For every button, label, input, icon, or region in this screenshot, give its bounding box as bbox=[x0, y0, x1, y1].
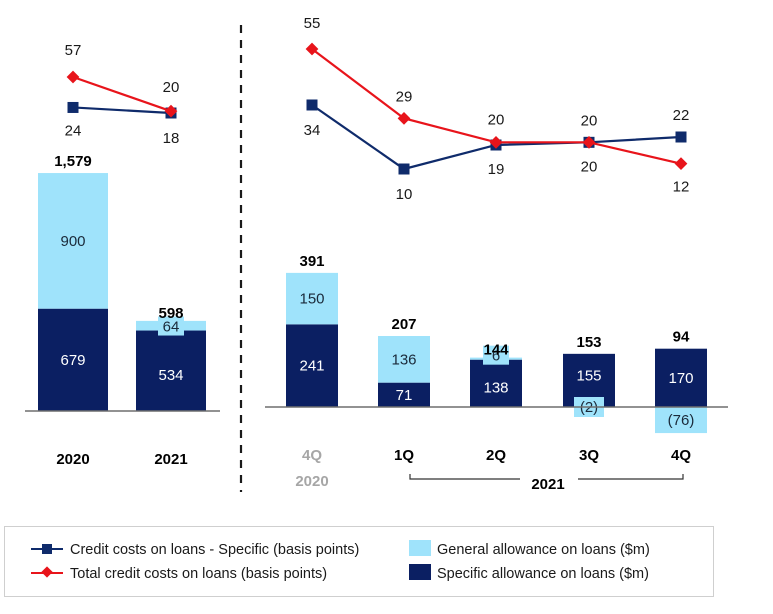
total-allowance-label: 144 bbox=[483, 342, 509, 359]
legend-item-general-allowance: General allowance on loans ($m) bbox=[409, 540, 650, 558]
category-label: 4Q bbox=[302, 447, 322, 464]
specific-credit-cost-label: 24 bbox=[65, 122, 82, 139]
light-blue-swatch-icon bbox=[409, 540, 431, 556]
legend: Credit costs on loans - Specific (basis … bbox=[4, 526, 714, 597]
category-label: 4Q bbox=[671, 447, 691, 464]
general-allowance-label: 64 bbox=[163, 319, 180, 336]
diamond-marker bbox=[674, 157, 688, 171]
total-allowance-label: 598 bbox=[158, 305, 183, 322]
general-label-box bbox=[483, 345, 509, 365]
legend-item-specific-credit-costs: Credit costs on loans - Specific (basis … bbox=[31, 542, 359, 558]
general-allowance-label: 136 bbox=[391, 351, 416, 368]
group-label-2021: 2021 bbox=[531, 476, 564, 493]
dark-blue-swatch-icon bbox=[409, 564, 431, 580]
diamond-marker bbox=[489, 135, 503, 149]
specific-allowance-label: 170 bbox=[668, 370, 693, 387]
total-credit-cost-label: 20 bbox=[488, 111, 505, 128]
total-allowance-label: 1,579 bbox=[54, 153, 92, 170]
category-label: 2021 bbox=[154, 451, 187, 468]
bar-general-allowance bbox=[286, 272, 338, 325]
category-label: 3Q bbox=[579, 447, 599, 464]
specific-credit-cost-label: 18 bbox=[163, 130, 180, 147]
total-credit-cost-label: 57 bbox=[65, 42, 82, 59]
specific-credit-cost-label: 20 bbox=[581, 158, 598, 175]
specific-allowance-label: 679 bbox=[60, 352, 85, 369]
bar-general-allowance-negative bbox=[655, 407, 707, 434]
legend-label-specific-allowance: Specific allowance on loans ($m) bbox=[437, 566, 649, 582]
bar-specific-allowance bbox=[38, 308, 108, 411]
total-credit-cost-label: 55 bbox=[304, 15, 321, 32]
bar-specific-allowance bbox=[470, 359, 522, 407]
diamond-marker bbox=[164, 104, 178, 118]
square-marker bbox=[675, 131, 687, 143]
category-label: 1Q bbox=[394, 447, 414, 464]
bracket-right bbox=[578, 474, 684, 480]
square-marker-icon bbox=[42, 544, 52, 554]
total-credit-cost-label: 20 bbox=[581, 112, 598, 129]
general-allowance-label: 150 bbox=[299, 291, 324, 308]
general-allowance-label: (76) bbox=[668, 412, 695, 429]
category-year-label: 2020 bbox=[295, 473, 328, 490]
legend-label-total-credit-costs: Total credit costs on loans (basis point… bbox=[70, 566, 327, 582]
total-allowance-label: 391 bbox=[299, 253, 324, 270]
square-marker bbox=[306, 99, 318, 111]
line-specific-credit-costs bbox=[72, 106, 172, 115]
line-total-credit-costs bbox=[72, 75, 172, 113]
bar-specific-allowance bbox=[655, 348, 707, 407]
general-allowance-label: 900 bbox=[60, 233, 85, 250]
legend-label-general-allowance: General allowance on loans ($m) bbox=[437, 542, 650, 558]
specific-allowance-label: 138 bbox=[483, 379, 508, 396]
quarterly-panel: 1502413914Q2020136712071Q61381442Q(2)155… bbox=[265, 15, 728, 490]
specific-credit-cost-label: 22 bbox=[673, 107, 690, 124]
bar-general-allowance bbox=[378, 335, 430, 383]
diamond-marker-icon bbox=[41, 566, 53, 578]
total-credit-cost-label: 29 bbox=[396, 88, 413, 105]
bar-specific-allowance bbox=[378, 382, 430, 407]
square-marker bbox=[398, 163, 410, 175]
specific-credit-cost-label: 34 bbox=[304, 122, 321, 139]
total-credit-cost-label: 20 bbox=[163, 79, 180, 96]
total-allowance-label: 94 bbox=[673, 329, 690, 346]
total-allowance-label: 153 bbox=[576, 334, 601, 351]
legend-item-specific-allowance: Specific allowance on loans ($m) bbox=[409, 564, 649, 582]
bracket-left bbox=[409, 474, 520, 480]
legend-box bbox=[4, 526, 714, 597]
diamond-marker bbox=[66, 70, 80, 84]
bar-specific-allowance bbox=[286, 324, 338, 407]
specific-allowance-label: 241 bbox=[299, 358, 324, 375]
category-label: 2020 bbox=[56, 451, 89, 468]
square-marker bbox=[67, 101, 79, 113]
category-label: 2Q bbox=[486, 447, 506, 464]
total-allowance-label: 207 bbox=[391, 316, 416, 333]
bar-general-allowance bbox=[38, 173, 108, 309]
diamond-marker bbox=[397, 111, 411, 125]
general-label-box bbox=[158, 316, 184, 336]
bar-specific-allowance bbox=[136, 330, 206, 411]
specific-credit-cost-label: 19 bbox=[488, 161, 505, 178]
year-2021-bracket: 2021 bbox=[409, 474, 684, 493]
legend-item-total-credit-costs: Total credit costs on loans (basis point… bbox=[31, 566, 327, 582]
total-credit-cost-label: 12 bbox=[673, 179, 690, 196]
specific-allowance-label: 534 bbox=[158, 367, 183, 384]
legend-label-specific-credit-costs: Credit costs on loans - Specific (basis … bbox=[70, 542, 359, 558]
diamond-marker bbox=[305, 42, 319, 56]
specific-allowance-label: 155 bbox=[576, 367, 601, 384]
general-allowance-label: 6 bbox=[492, 348, 500, 365]
annual-panel: 900 679 1,579 2020 64 534 598 2021 24 18 57 20 bbox=[25, 42, 220, 468]
specific-credit-cost-label: 10 bbox=[396, 186, 413, 203]
specific-allowance-label: 71 bbox=[396, 387, 413, 404]
